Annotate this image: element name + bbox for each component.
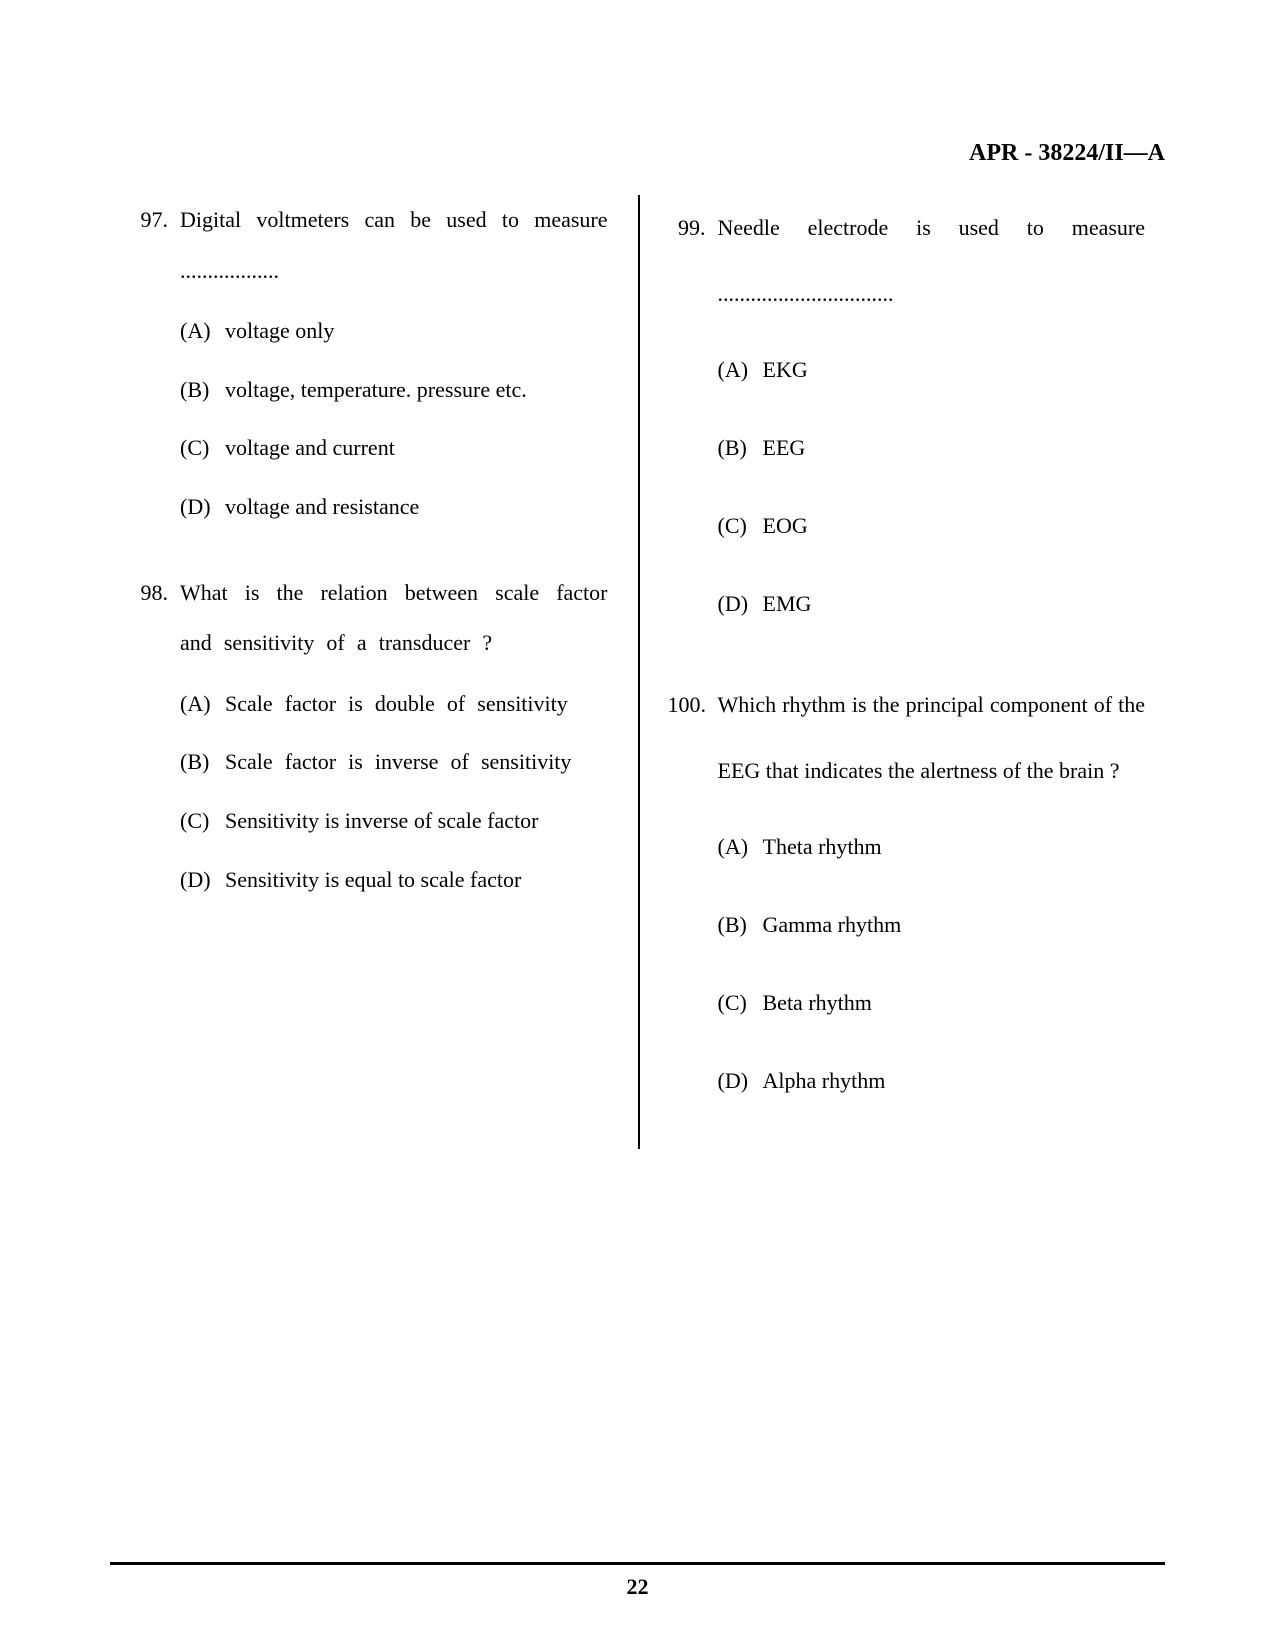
option-c: (C) voltage and current — [180, 423, 608, 474]
option-label: (B) — [718, 415, 763, 481]
question-97: 97. Digital voltmeters can be used to me… — [130, 195, 608, 533]
option-text: Theta rhythm — [763, 814, 1146, 880]
option-label: (C) — [718, 970, 763, 1036]
question-text: Digital voltmeters can be used to measur… — [180, 195, 608, 296]
option-text: Scale factor is double of sensitivity — [225, 679, 608, 730]
option-text: EOG — [763, 493, 1146, 559]
option-text: Sensitivity is inverse of scale factor — [225, 796, 608, 847]
question-header: 100. Which rhythm is the principal compo… — [668, 672, 1146, 804]
option-text: EMG — [763, 571, 1146, 637]
option-label: (A) — [180, 679, 225, 730]
page-number: 22 — [627, 1574, 649, 1600]
options-list: (A) Scale factor is double of sensitivit… — [130, 679, 608, 905]
option-c: (C) Beta rhythm — [718, 970, 1146, 1036]
option-label: (A) — [718, 337, 763, 403]
question-number: 100. — [668, 672, 718, 738]
option-b: (B) Scale factor is inverse of sensitivi… — [180, 737, 608, 788]
option-a: (A) Theta rhythm — [718, 814, 1146, 880]
option-label: (D) — [180, 855, 225, 906]
option-text: Alpha rhythm — [763, 1048, 1146, 1114]
exam-page: APR - 38224/II—A 97. Digital voltmeters … — [0, 0, 1275, 1650]
option-text: Beta rhythm — [763, 970, 1146, 1036]
option-label: (A) — [180, 306, 225, 357]
option-text: EKG — [763, 337, 1146, 403]
option-label: (D) — [180, 482, 225, 533]
options-list: (A) EKG (B) EEG (C) EOG (D) EMG — [668, 337, 1146, 637]
option-text: Scale factor is inverse of sensitivity — [225, 737, 608, 788]
question-header: 97. Digital voltmeters can be used to me… — [130, 195, 608, 296]
option-text: Gamma rhythm — [763, 892, 1146, 958]
option-d: (D) EMG — [718, 571, 1146, 637]
option-d: (D) Alpha rhythm — [718, 1048, 1146, 1114]
option-b: (B) EEG — [718, 415, 1146, 481]
right-column: 99. Needle electrode is used to measure … — [638, 195, 1166, 1149]
option-c: (C) Sensitivity is inverse of scale fact… — [180, 796, 608, 847]
content-area: 97. Digital voltmeters can be used to me… — [110, 195, 1165, 1149]
option-a: (A) EKG — [718, 337, 1146, 403]
question-98: 98. What is the relation between scale f… — [130, 568, 608, 906]
exam-header: APR - 38224/II—A — [969, 140, 1165, 167]
question-header: 98. What is the relation between scale f… — [130, 568, 608, 669]
question-text: Which rhythm is the principal component … — [718, 672, 1146, 804]
option-text: voltage, temperature. pressure etc. — [225, 365, 608, 416]
option-d: (D) Sensitivity is equal to scale factor — [180, 855, 608, 906]
question-number: 98. — [130, 568, 180, 619]
option-label: (C) — [718, 493, 763, 559]
question-number: 99. — [668, 195, 718, 261]
question-number: 97. — [130, 195, 180, 246]
question-text: Needle electrode is used to measure ....… — [718, 195, 1146, 327]
option-text: EEG — [763, 415, 1146, 481]
option-label: (C) — [180, 796, 225, 847]
question-99: 99. Needle electrode is used to measure … — [668, 195, 1146, 637]
option-b: (B) voltage, temperature. pressure etc. — [180, 365, 608, 416]
bottom-rule — [110, 1562, 1165, 1565]
option-label: (B) — [718, 892, 763, 958]
left-column: 97. Digital voltmeters can be used to me… — [110, 195, 638, 1149]
option-label: (B) — [180, 737, 225, 788]
option-d: (D) voltage and resistance — [180, 482, 608, 533]
question-100: 100. Which rhythm is the principal compo… — [668, 672, 1146, 1114]
column-divider — [638, 195, 640, 1149]
option-label: (A) — [718, 814, 763, 880]
option-a: (A) Scale factor is double of sensitivit… — [180, 679, 608, 730]
option-b: (B) Gamma rhythm — [718, 892, 1146, 958]
option-label: (D) — [718, 1048, 763, 1114]
option-text: Sensitivity is equal to scale factor — [225, 855, 608, 906]
option-label: (D) — [718, 571, 763, 637]
options-list: (A) Theta rhythm (B) Gamma rhythm (C) Be… — [668, 814, 1146, 1114]
option-label: (C) — [180, 423, 225, 474]
option-a: (A) voltage only — [180, 306, 608, 357]
option-text: voltage and resistance — [225, 482, 608, 533]
option-c: (C) EOG — [718, 493, 1146, 559]
question-header: 99. Needle electrode is used to measure … — [668, 195, 1146, 327]
option-text: voltage only — [225, 306, 608, 357]
question-text: What is the relation between scale facto… — [180, 568, 608, 669]
option-label: (B) — [180, 365, 225, 416]
option-text: voltage and current — [225, 423, 608, 474]
options-list: (A) voltage only (B) voltage, temperatur… — [130, 306, 608, 532]
